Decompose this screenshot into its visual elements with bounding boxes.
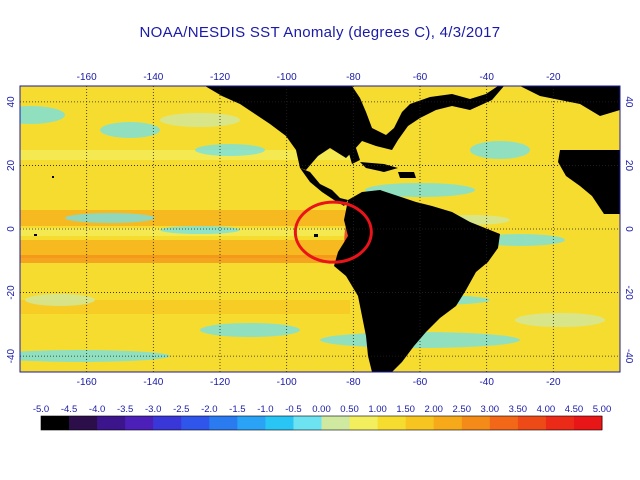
colorbar-tick-label: 2.50 — [453, 404, 472, 415]
lon-tick-label-bottom: -20 — [546, 377, 561, 388]
lat-tick-label-right: 40 — [623, 96, 634, 108]
colorbar-tick-label: 5.00 — [593, 404, 612, 415]
colorbar-frame — [40, 415, 603, 431]
lon-tick-label-top: -20 — [546, 72, 561, 83]
cool-anomaly-patch — [365, 183, 475, 197]
cool-anomaly-patch — [470, 141, 530, 159]
lat-tick-label-right: 20 — [623, 160, 634, 172]
lat-tick-label-left: -20 — [6, 285, 17, 300]
colorbar-swatch — [349, 416, 379, 430]
lon-tick-label-top: -40 — [479, 72, 494, 83]
colorbar-tick-label: -2.0 — [201, 404, 217, 415]
colorbar-swatch — [209, 416, 238, 430]
land-north-america — [205, 86, 504, 170]
lat-tick-label-left: -40 — [6, 348, 17, 363]
axis-labels: -160 -160 -140 -140 -120 -120 -100 -100 -80 -80 -6… — [6, 72, 634, 388]
colorbar-swatch — [41, 416, 70, 430]
cool-anomaly-patch — [20, 350, 170, 362]
lon-tick-label-top: -120 — [210, 72, 230, 83]
colorbar-swatch — [405, 416, 435, 430]
colorbar-tick-label: -1.0 — [257, 404, 273, 415]
lon-tick-label-bottom: -80 — [346, 377, 361, 388]
colorbar-tick-label: 4.00 — [537, 404, 556, 415]
lon-tick-label-top: -60 — [413, 72, 428, 83]
colorbar-tick-label: 3.50 — [509, 404, 528, 415]
colorbar-swatch — [125, 416, 154, 430]
colorbar-swatch — [321, 416, 351, 430]
anomaly-band — [20, 240, 350, 258]
lon-tick-label-bottom: -140 — [143, 377, 163, 388]
anomaly-band — [20, 255, 350, 263]
colorbar-swatch — [97, 416, 126, 430]
colorbar-swatch — [181, 416, 210, 430]
colorbar-swatch — [545, 416, 575, 430]
lat-tick-label-left: 0 — [6, 226, 17, 232]
colorbar-tick-label: 0.00 — [312, 404, 331, 415]
map-title: NOAA/NESDIS SST Anomaly (degrees C), 4/3… — [139, 24, 501, 41]
colorbar-tick-label: -3.0 — [145, 404, 161, 415]
lat-tick-label-right: 0 — [623, 226, 634, 232]
cool-anomaly-patch — [65, 213, 155, 223]
colorbar-tick-label: -0.5 — [285, 404, 301, 415]
colorbar-tick-label: -5.0 — [33, 404, 49, 415]
land-africa-europe — [520, 86, 620, 214]
colorbar-tick-label: 1.00 — [368, 404, 387, 415]
lon-tick-label-top: -100 — [277, 72, 297, 83]
lat-tick-label-left: 40 — [6, 96, 17, 108]
colorbar-swatch — [377, 416, 407, 430]
colorbar-tick-label: -3.5 — [117, 404, 133, 415]
colorbar-tick-label: 4.50 — [565, 404, 584, 415]
colorbar-tick-label: -4.0 — [89, 404, 105, 415]
cool-anomaly-patch — [20, 106, 65, 124]
colorbar-swatch — [433, 416, 463, 430]
colorbar-tick-label: 0.50 — [340, 404, 359, 415]
neutral-anomaly-patch — [515, 313, 605, 327]
land-masses — [34, 86, 620, 372]
neutral-anomaly-patch — [25, 294, 95, 306]
highlight-circle — [293, 200, 373, 264]
anomaly-band — [20, 300, 350, 314]
colorbar-tick-label: 1.50 — [396, 404, 415, 415]
colorbar-swatch — [461, 416, 491, 430]
land-hawaii — [52, 176, 54, 178]
land-galapagos — [314, 234, 318, 237]
anomaly-band — [20, 150, 350, 160]
land-island — [34, 234, 37, 236]
colorbar-tick-label: 2.00 — [424, 404, 443, 415]
lon-tick-label-bottom: -120 — [210, 377, 230, 388]
land-central-america — [300, 168, 348, 206]
colorbar-tick-label: -4.5 — [61, 404, 77, 415]
land-caribbean — [348, 148, 416, 178]
lon-tick-label-bottom: -100 — [277, 377, 297, 388]
sst-anomaly-map: -160 -160 -140 -140 -120 -120 -100 -100 -80 -80 -6… — [6, 72, 634, 388]
colorbar-tick-label: -1.5 — [229, 404, 245, 415]
colorbar-swatch — [237, 416, 266, 430]
lon-tick-label-bottom: -160 — [77, 377, 97, 388]
lon-tick-label-bottom: -40 — [479, 377, 494, 388]
colorbar-swatch — [69, 416, 98, 430]
graticule — [20, 86, 620, 372]
colorbar-swatch — [153, 416, 182, 430]
land-south-america — [334, 190, 500, 372]
lat-tick-label-right: -40 — [623, 349, 634, 364]
lon-tick-label-bottom: -60 — [413, 377, 428, 388]
colorbar-swatch — [489, 416, 519, 430]
colorbar-swatch — [573, 416, 603, 430]
colorbar-swatch — [517, 416, 547, 430]
cool-anomaly-patch — [195, 144, 265, 156]
lat-tick-label-right: -20 — [623, 285, 634, 300]
colorbar-swatch — [293, 416, 322, 430]
lon-tick-label-top: -140 — [143, 72, 163, 83]
lon-tick-label-top: -160 — [77, 72, 97, 83]
colorbar-swatch — [265, 416, 294, 430]
colorbar-tick-label: 3.00 — [481, 404, 500, 415]
lat-tick-label-left: 20 — [6, 159, 17, 171]
colorbar-tick-label: -2.5 — [173, 404, 189, 415]
cool-anomaly-patch — [100, 122, 160, 138]
cool-anomaly-patch — [200, 323, 300, 337]
lon-tick-label-top: -80 — [346, 72, 361, 83]
